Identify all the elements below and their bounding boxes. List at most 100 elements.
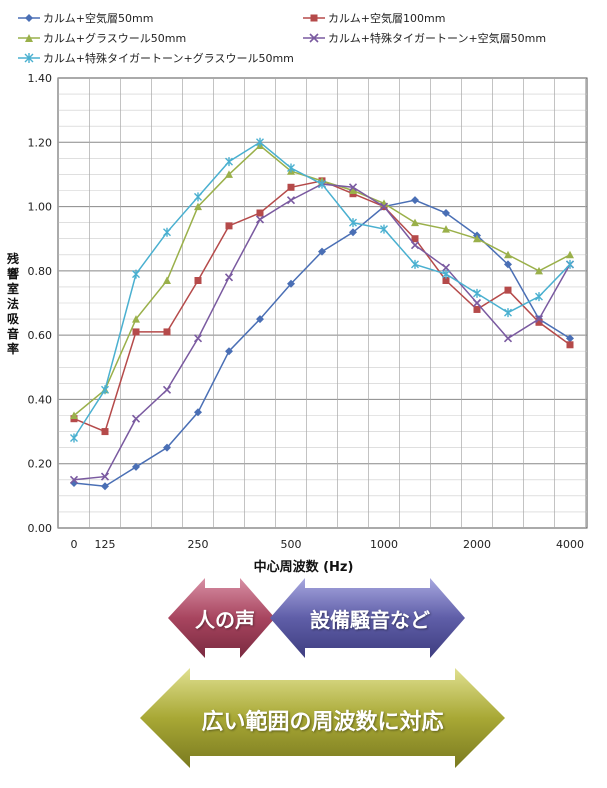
series-5 (70, 137, 574, 443)
x-axis-label: 中心周波数 (Hz) (253, 560, 354, 575)
data-point (256, 209, 264, 217)
legend-label-3: カルム+グラスウール50mm (43, 32, 187, 45)
data-point (225, 157, 233, 167)
data-point (287, 183, 295, 191)
data-point (193, 334, 203, 343)
data-point (70, 411, 78, 419)
data-point (504, 286, 512, 294)
legend-entry-series-5: カルム+特殊タイガートーン+グラスウール50mm (18, 50, 294, 66)
voice-arrow-label: 人の声 (195, 608, 255, 632)
y-tick-label: 0.60 (28, 329, 53, 342)
data-point (101, 385, 109, 395)
chart-series (69, 137, 575, 491)
data-point (70, 433, 78, 443)
legend-entry-series-1: カルム+空気層50mm (18, 10, 153, 26)
data-point (503, 334, 513, 343)
data-point (163, 443, 171, 452)
data-point (411, 196, 419, 205)
data-point (287, 279, 295, 288)
legend-entry-series-2: カルム+空気層100mm (303, 10, 445, 26)
y-tick-label: 1.40 (28, 72, 53, 85)
legend-swatch-3 (18, 34, 40, 42)
data-point (348, 183, 358, 192)
data-point (101, 482, 109, 491)
data-point (379, 202, 389, 211)
data-point (504, 260, 512, 269)
data-point (287, 163, 295, 173)
data-point (504, 250, 512, 259)
data-point (442, 225, 450, 233)
data-point (380, 224, 388, 234)
data-point (566, 250, 574, 259)
y-tick-label: 0.20 (28, 458, 53, 471)
legend-label-5: カルム+特殊タイガートーン+グラスウール50mm (43, 52, 294, 65)
data-point (504, 308, 512, 318)
data-point (163, 328, 171, 336)
legend-entry-series-3: カルム+グラスウール50mm (18, 30, 186, 46)
legend-swatch-5 (18, 53, 40, 63)
data-point (101, 428, 109, 436)
data-point (163, 227, 171, 237)
data-point (442, 269, 450, 279)
legend-label-2: カルム+空気層100mm (328, 12, 446, 25)
data-point (442, 209, 450, 217)
range-arrows (140, 578, 505, 768)
data-point (286, 196, 296, 205)
data-point (410, 241, 420, 250)
data-point (566, 341, 574, 349)
data-point (132, 328, 140, 336)
equipment-arrow (270, 578, 465, 658)
data-point (255, 215, 265, 224)
x-tick-label: 500 (281, 538, 302, 551)
data-point (132, 269, 140, 279)
series-line-1 (73, 199, 571, 487)
y-tick-label: 1.00 (28, 201, 53, 214)
chart-axes: 0.00 0.20 0.40 0.60 0.80 1.00 1.20 1.40 0 125 250 5… (28, 72, 585, 551)
data-point (100, 472, 110, 481)
legend-entry-series-4: カルム+特殊タイガートーン+空気層50mm (303, 30, 546, 46)
series-line-2 (73, 180, 571, 433)
data-point (162, 385, 172, 394)
legend-label-1: カルム+空気層50mm (43, 12, 154, 25)
y-axis-label: 残響室法吸音率 (6, 252, 19, 356)
data-point (473, 234, 481, 243)
data-point (349, 218, 357, 228)
voice-arrow (168, 578, 275, 658)
y-tick-label: 0.40 (28, 393, 53, 406)
x-tick-label: 4000 (556, 538, 584, 551)
data-point (256, 315, 264, 324)
data-point (318, 247, 326, 256)
y-tick-label: 0.80 (28, 265, 53, 278)
data-point (535, 318, 543, 326)
x-tick-label: 125 (95, 538, 116, 551)
data-point (194, 202, 202, 211)
data-point (132, 315, 140, 323)
data-point (473, 288, 481, 298)
data-point (194, 408, 202, 417)
data-point (225, 170, 233, 178)
x-tick-label: 250 (188, 538, 209, 551)
data-point (566, 259, 574, 269)
data-point (349, 186, 357, 194)
data-point (225, 347, 233, 356)
series-1 (70, 196, 574, 491)
x-tick-label: 2000 (463, 538, 491, 551)
data-point (442, 277, 450, 284)
data-point (131, 414, 141, 423)
data-point (318, 179, 326, 189)
data-point (194, 192, 202, 202)
data-point (225, 222, 233, 230)
chart-grid (57, 77, 588, 529)
wide-arrow (140, 668, 505, 768)
legend-swatch-1 (18, 14, 40, 22)
data-point (566, 334, 574, 343)
data-point (349, 228, 357, 237)
data-point (411, 259, 419, 269)
x-tick-label: 1000 (370, 538, 398, 551)
data-point (256, 137, 264, 147)
legend-swatch-2 (303, 14, 325, 22)
x-tick-label: 0 (71, 538, 78, 551)
y-tick-label: 1.20 (28, 136, 53, 149)
data-point (472, 298, 482, 308)
